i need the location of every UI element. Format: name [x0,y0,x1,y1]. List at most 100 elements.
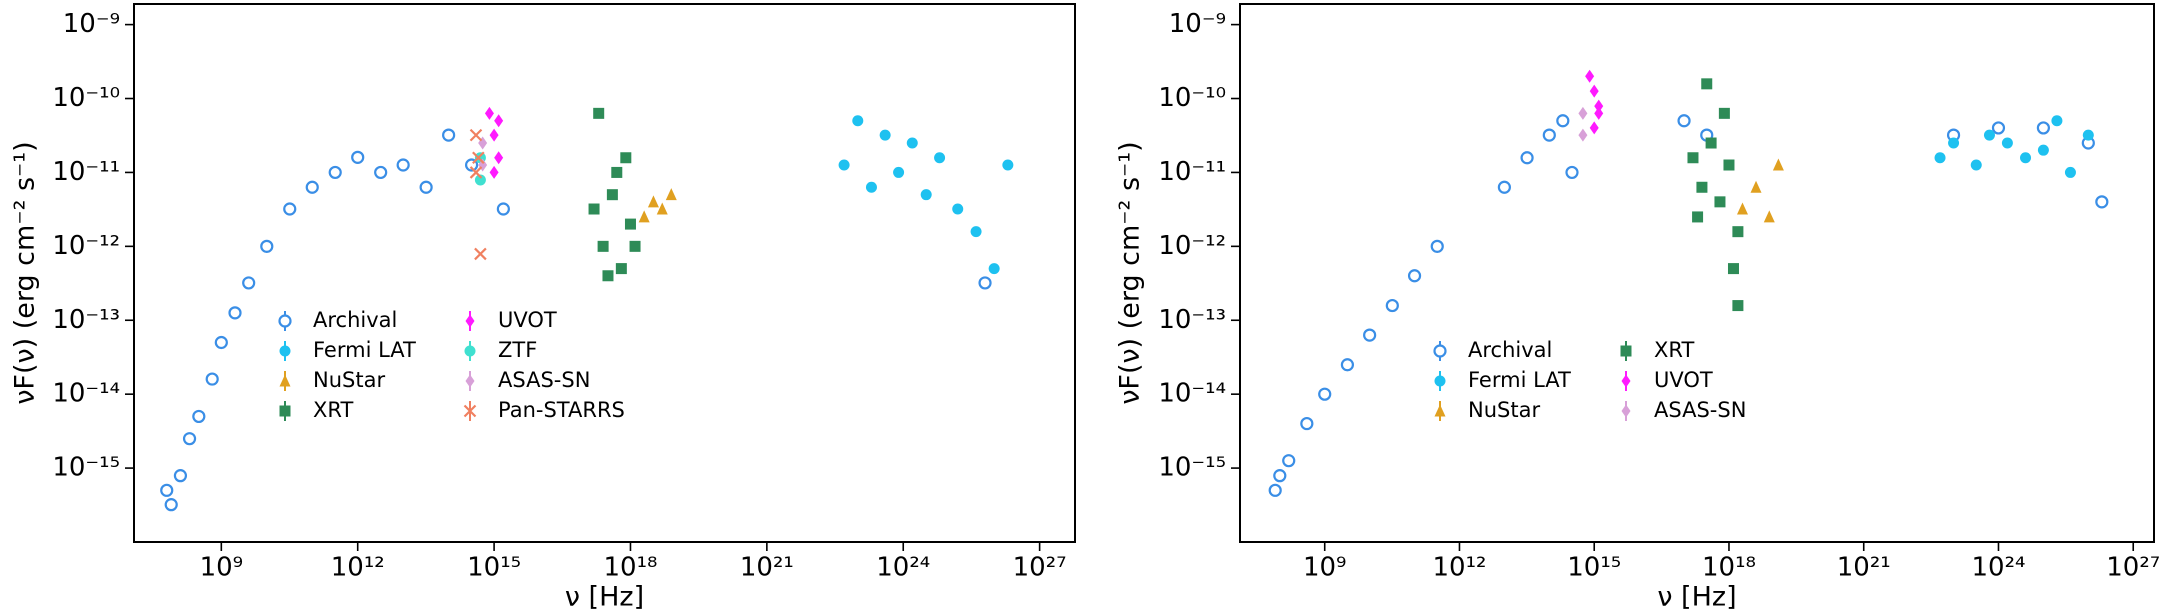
point [647,195,659,208]
legend: Archival Fermi LAT NuStar XRT UVOT ASAS-SN [1433,338,1746,422]
legend-label: Fermi LAT [1468,368,1571,392]
x-tick-label: 10²⁷ [2106,553,2160,583]
point [952,203,964,215]
x-tick-label: 10²¹ [740,553,794,583]
point [1701,78,1713,90]
x-tick-label: 10¹² [331,553,385,583]
point [1948,137,1960,149]
points [1268,69,2109,497]
y-axis-label: νF(ν) (erg cm⁻² s⁻¹) [10,141,41,404]
point [906,137,918,149]
point [588,203,600,215]
point [469,128,483,142]
point [838,159,850,171]
point [1983,129,1995,141]
point [1727,263,1739,275]
point [893,166,905,178]
x-tick-label: 10²⁴ [876,553,930,583]
legend-marker [463,404,477,418]
legend-marker [278,314,292,328]
y-tick-label: 10⁻¹¹ [1158,157,1226,187]
legend-label: ASAS-SN [1654,398,1746,422]
legend-label: Fermi LAT [313,338,416,362]
legend-marker [1621,374,1631,388]
point [484,106,494,120]
point [351,150,365,164]
point [1318,387,1332,401]
x-axis-label: ν [Hz] [1657,582,1736,613]
legend-marker [1621,404,1631,418]
point [489,165,499,179]
point [182,432,197,446]
point [1772,158,1784,171]
point [2037,144,2049,156]
x-tick-label: 10¹⁸ [1702,553,1756,583]
point [606,189,618,201]
point [1385,298,1399,313]
point [1732,300,1744,312]
x-tick-label: 10¹⁵ [467,553,521,583]
y-tick-label: 10⁻¹⁵ [1158,453,1226,483]
point [1763,210,1775,223]
point [1363,328,1377,342]
x-tick-label: 10¹⁸ [604,553,658,583]
point [1991,121,2006,135]
y-tick-label: 10⁻¹² [52,231,120,261]
point [1750,180,1762,193]
point [665,188,677,201]
point [620,152,632,164]
point [1273,469,1287,483]
x-tick-label: 10¹⁵ [1567,553,1621,583]
point [260,239,274,253]
point [1578,128,1588,142]
point [1430,239,1444,253]
plot-frame [133,3,1076,543]
legend-label: ASAS-SN [498,368,590,392]
x-tick-label: 10²¹ [1837,553,1891,583]
y-tick-label: 10⁻¹³ [52,305,120,335]
legend-label: XRT [313,398,353,422]
point [374,165,388,180]
point [305,180,319,194]
point [1970,159,1982,171]
point [1565,165,1579,180]
legend-marker [1434,375,1446,387]
point [474,247,487,261]
y-tick-label: 10⁻¹⁴ [1158,379,1226,409]
point [852,115,864,127]
x-tick-label: 10⁹ [200,553,244,583]
y-tick-label: 10⁻¹⁴ [52,379,120,409]
point [1687,152,1699,164]
y-tick-label: 10⁻¹² [1158,231,1226,261]
point [1585,69,1595,83]
point [2051,115,2063,127]
y-tick-label: 10⁻⁹ [1169,9,1226,39]
legend-label: Archival [313,308,397,332]
point [978,276,992,290]
point [472,151,485,165]
legend-marker [279,374,291,387]
point [1934,152,1946,164]
point [442,128,456,142]
legend-marker [465,314,475,328]
legend-label: ZTF [498,338,537,362]
point [160,483,174,497]
point [469,166,483,179]
point [1594,99,1604,113]
point [1556,114,1570,128]
point [489,128,499,142]
point [593,107,605,119]
legend-marker [1434,404,1446,417]
legend-label: XRT [1654,338,1694,362]
x-tick-label: 10¹² [1433,553,1487,583]
point [1732,226,1744,238]
point [865,181,877,193]
point [1692,211,1704,223]
legend: Archival Fermi LAT NuStar XRT UVOT ZTF ASAS-SN… [278,308,625,422]
point [920,189,932,201]
point [474,174,486,186]
legend-label: UVOT [498,308,557,332]
point [1002,159,1014,171]
point [328,165,342,180]
point [1705,137,1717,149]
